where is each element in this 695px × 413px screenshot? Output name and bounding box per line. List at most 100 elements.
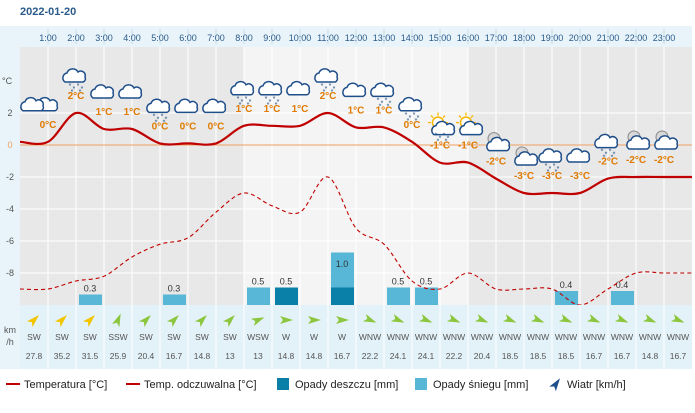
snow-flake: * <box>69 83 72 90</box>
cloud-shape <box>486 136 511 152</box>
wind-arrow-shape <box>26 315 39 328</box>
wind-arrow-shape <box>642 314 657 323</box>
wind-arrow <box>54 315 67 328</box>
snow-bar <box>611 291 634 305</box>
chart-date: 2022-01-20 <box>20 6 77 18</box>
wind-arrow-shape <box>586 314 601 323</box>
hour-label: 1:00 <box>39 33 57 43</box>
snow-flake: * <box>601 149 604 156</box>
wind-arrow <box>82 315 95 328</box>
snow-flake: * <box>407 118 410 125</box>
cloud-shape <box>90 84 115 99</box>
wind-unit-label: /h <box>6 337 14 347</box>
cloud-icon <box>118 84 143 99</box>
legend-label-rain: Opady deszczu [mm] <box>295 379 398 391</box>
wind-arrow <box>280 316 293 324</box>
wind-arrow-shape <box>336 316 349 324</box>
snow-flake: * <box>321 83 324 90</box>
cloud-shape <box>286 80 311 96</box>
snow-flake: * <box>267 102 270 109</box>
wind-arrow <box>474 314 489 323</box>
snow-flake: * <box>547 169 550 176</box>
wind-speed: 14.8 <box>194 351 211 361</box>
legend-wind-arrow <box>549 378 561 392</box>
snow-flake: * <box>415 118 418 125</box>
hour-label: 21:00 <box>597 33 620 43</box>
wind-arrow-shape <box>166 315 179 328</box>
temp-label: 1°C <box>348 105 365 116</box>
cloud-shape <box>398 96 423 112</box>
snow-bar <box>247 287 270 305</box>
cloud-shape <box>431 120 456 136</box>
snow-flake: * <box>385 97 388 104</box>
cloud-shape <box>342 82 367 98</box>
snow-flake: * <box>377 97 380 104</box>
moon-cloud-icon <box>654 130 679 150</box>
temp-label: 0°C <box>180 121 197 132</box>
wind-arrow <box>614 314 629 323</box>
wind-speed: 14.8 <box>306 351 323 361</box>
wind-direction: SSW <box>108 332 127 342</box>
wind-arrow <box>194 315 207 328</box>
wind-arrow-shape <box>308 316 321 324</box>
wind-direction: WNW <box>443 332 465 342</box>
cloud-shape <box>626 135 651 150</box>
y-tick-label: 0 <box>7 140 12 150</box>
snow-flake: * <box>325 86 328 93</box>
snow-flake: * <box>163 119 166 126</box>
column-band <box>188 47 216 305</box>
wind-speed: 14.8 <box>642 351 659 361</box>
snow-flake: * <box>153 113 156 120</box>
wind-speed: 16.7 <box>586 351 603 361</box>
cloud-shape <box>314 68 339 83</box>
snow-flake: * <box>439 136 442 143</box>
temp-label: 2°C <box>320 91 337 102</box>
temp-label: 1°C <box>236 104 253 115</box>
temp-label: 0°C <box>208 121 225 132</box>
sun-ray <box>430 115 434 119</box>
wind-arrow <box>222 315 235 328</box>
snow-flake: * <box>387 103 390 110</box>
snow-cloud-icon: * * * ** * <box>230 80 255 109</box>
snow-flake: * <box>157 116 160 123</box>
column-band <box>552 47 580 305</box>
precip-label: 0.4 <box>616 280 629 290</box>
sunny-cloud-icon <box>456 112 484 136</box>
wind-arrow <box>642 314 657 323</box>
wind-direction: WSW <box>247 332 269 342</box>
wind-speed: 13 <box>253 351 263 361</box>
snow-flake: * <box>81 86 84 93</box>
moon-cloud-icon <box>514 146 539 166</box>
temp-label: 1°C <box>264 104 281 115</box>
snow-flake: * <box>269 99 272 106</box>
column-band <box>412 47 440 305</box>
wind-arrow-shape <box>670 314 685 323</box>
cloud-shape <box>459 120 484 136</box>
temp-label: -2°C <box>486 157 506 168</box>
precip-label: 0.4 <box>560 280 573 290</box>
snow-flake: * <box>331 89 334 96</box>
snow-flake: * <box>379 103 382 110</box>
legend-swatch-wind <box>549 378 561 392</box>
wind-direction: WNW <box>359 332 381 342</box>
wind-speed: 22.2 <box>446 351 463 361</box>
snow-flake: * <box>265 96 268 103</box>
temp-label: -1°C <box>458 141 478 152</box>
wind-direction: WNW <box>667 332 689 342</box>
legend-label-temp: Temperatura [°C] <box>24 379 107 391</box>
wind-direction: SW <box>139 332 153 342</box>
sun-ray <box>458 115 462 119</box>
wind-arrow-shape <box>54 315 67 328</box>
snow-flake: * <box>245 96 248 103</box>
wind-arrow <box>418 314 433 323</box>
wind-speed: 16.7 <box>614 351 631 361</box>
snow-flake: * <box>611 155 614 162</box>
wind-speed: 22.2 <box>362 351 379 361</box>
y-axis-unit: °C <box>2 76 13 86</box>
y-tick-label: -4 <box>6 204 14 214</box>
wind-direction: WNW <box>471 332 493 342</box>
snow-flake: * <box>545 163 548 170</box>
precip-label: 0.5 <box>392 277 405 287</box>
snow-flake: * <box>237 96 240 103</box>
wind-direction: W <box>282 332 290 342</box>
